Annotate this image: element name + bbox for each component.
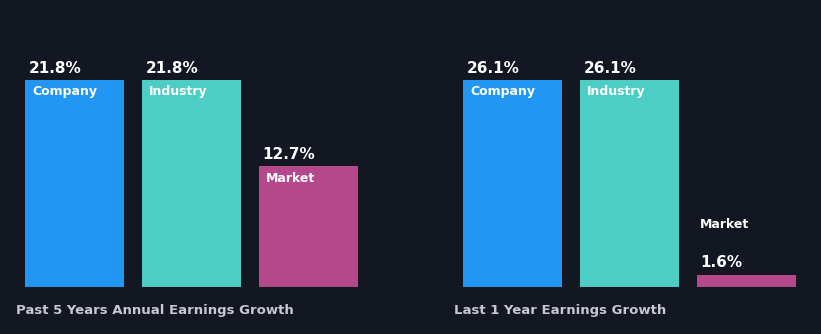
Bar <box>25 80 125 287</box>
Bar <box>259 166 358 287</box>
Text: 12.7%: 12.7% <box>262 147 315 162</box>
Text: Market: Market <box>700 218 750 231</box>
Text: Industry: Industry <box>587 85 645 98</box>
Text: Market: Market <box>266 172 315 185</box>
Text: 21.8%: 21.8% <box>145 61 198 75</box>
Text: Last 1 Year Earnings Growth: Last 1 Year Earnings Growth <box>454 304 667 317</box>
Text: 21.8%: 21.8% <box>29 61 81 75</box>
Text: Company: Company <box>470 85 535 98</box>
Text: 1.6%: 1.6% <box>700 256 742 271</box>
Text: 26.1%: 26.1% <box>466 61 520 75</box>
Bar <box>580 80 679 287</box>
Text: Past 5 Years Annual Earnings Growth: Past 5 Years Annual Earnings Growth <box>16 304 294 317</box>
Bar <box>142 80 241 287</box>
Text: Industry: Industry <box>149 85 208 98</box>
Text: 26.1%: 26.1% <box>583 61 636 75</box>
Text: Company: Company <box>32 85 97 98</box>
Bar <box>696 275 796 287</box>
Bar <box>463 80 562 287</box>
